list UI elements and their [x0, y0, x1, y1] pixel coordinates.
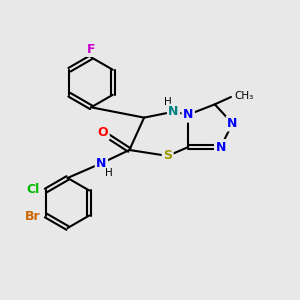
- Text: N: N: [227, 117, 238, 130]
- Text: N: N: [96, 157, 106, 170]
- Text: CH₃: CH₃: [234, 91, 253, 100]
- Text: Cl: Cl: [26, 182, 39, 196]
- Text: N: N: [183, 108, 194, 121]
- Text: N: N: [168, 105, 179, 118]
- Text: N: N: [215, 141, 226, 154]
- Text: F: F: [87, 43, 95, 56]
- Text: H: H: [105, 168, 113, 178]
- Text: H: H: [164, 97, 172, 107]
- Text: Br: Br: [25, 211, 40, 224]
- Text: O: O: [98, 126, 108, 139]
- Text: S: S: [163, 149, 172, 162]
